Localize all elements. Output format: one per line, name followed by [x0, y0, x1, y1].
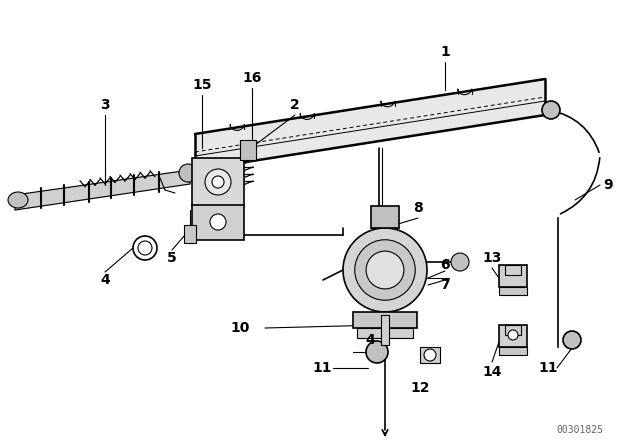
Polygon shape — [15, 170, 190, 210]
Circle shape — [205, 169, 231, 195]
Bar — [192, 205, 244, 240]
Text: 11: 11 — [538, 361, 557, 375]
Circle shape — [343, 228, 427, 312]
Bar — [192, 158, 244, 206]
Ellipse shape — [8, 192, 28, 208]
Bar — [499, 287, 527, 295]
Circle shape — [424, 349, 436, 361]
Bar — [381, 315, 389, 345]
Text: 3: 3 — [100, 98, 110, 112]
Bar — [505, 265, 521, 275]
Circle shape — [366, 341, 388, 363]
Circle shape — [212, 176, 224, 188]
Bar — [420, 347, 440, 363]
Text: 6: 6 — [440, 258, 450, 272]
Text: 14: 14 — [483, 365, 502, 379]
Text: 4: 4 — [365, 333, 375, 347]
Bar — [184, 225, 196, 243]
Bar — [357, 328, 413, 338]
Circle shape — [366, 251, 404, 289]
Bar — [371, 206, 399, 228]
Text: 16: 16 — [243, 71, 262, 85]
Text: 9: 9 — [603, 178, 613, 192]
Text: 7: 7 — [440, 278, 450, 292]
Text: 5: 5 — [167, 251, 177, 265]
Text: 12: 12 — [410, 381, 429, 395]
Polygon shape — [195, 79, 545, 170]
Circle shape — [542, 101, 560, 119]
Text: 2: 2 — [290, 98, 300, 112]
Circle shape — [179, 164, 197, 182]
Text: 4: 4 — [100, 273, 110, 287]
Circle shape — [451, 253, 469, 271]
Text: 8: 8 — [413, 201, 423, 215]
Text: 1: 1 — [440, 45, 450, 59]
Bar — [353, 312, 417, 328]
Text: 10: 10 — [230, 321, 250, 335]
Circle shape — [508, 330, 518, 340]
Bar — [499, 347, 527, 355]
Bar — [499, 325, 527, 347]
Text: 15: 15 — [192, 78, 212, 92]
Bar — [505, 325, 521, 335]
Circle shape — [210, 214, 226, 230]
Bar — [499, 265, 527, 287]
Bar — [240, 140, 256, 160]
Circle shape — [563, 331, 581, 349]
Circle shape — [355, 240, 415, 300]
Text: 11: 11 — [312, 361, 332, 375]
Text: 00301825: 00301825 — [557, 425, 604, 435]
Text: 13: 13 — [483, 251, 502, 265]
